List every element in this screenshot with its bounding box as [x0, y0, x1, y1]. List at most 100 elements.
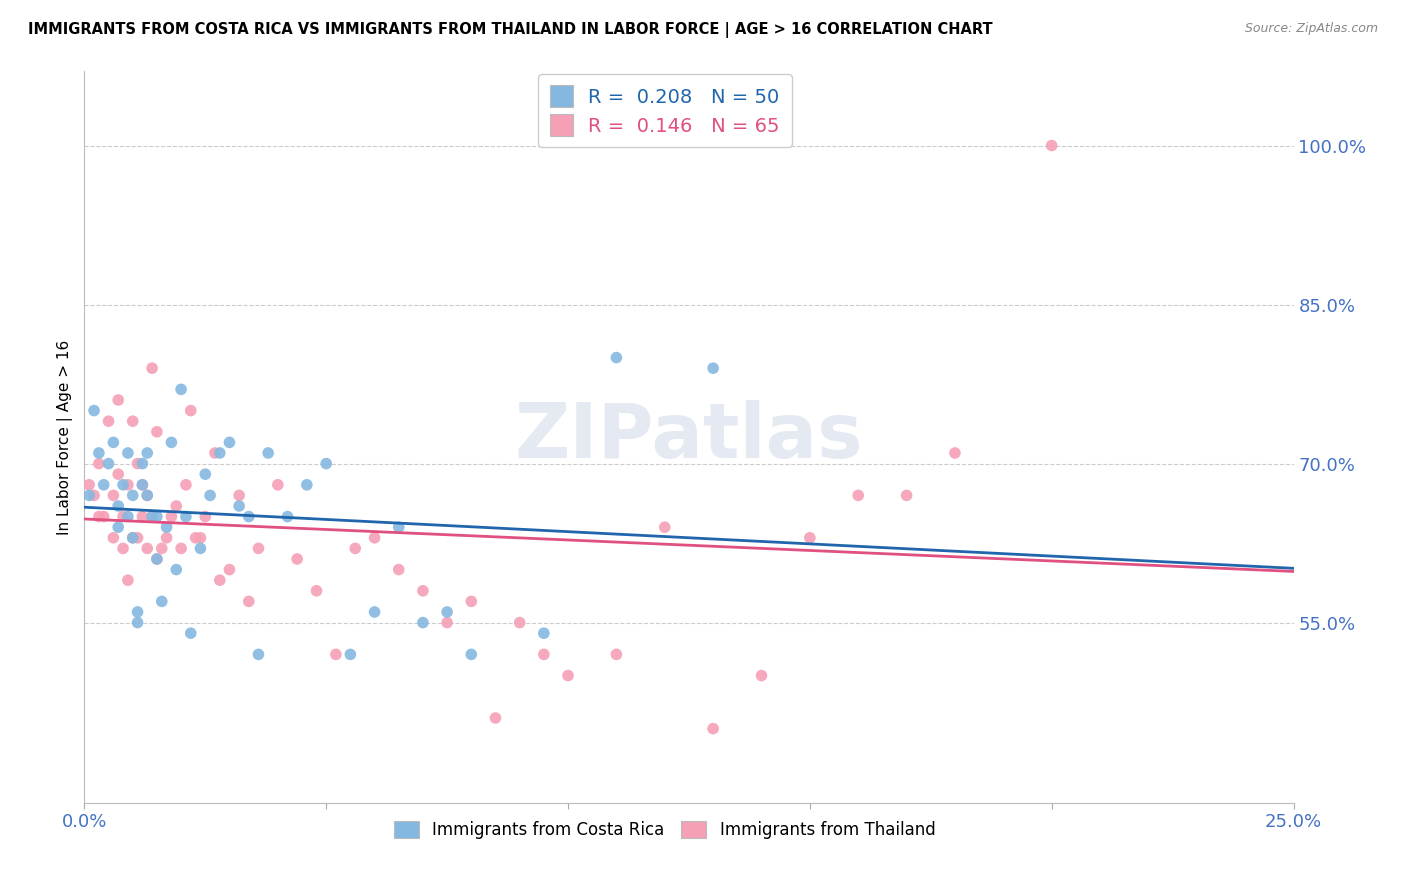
Point — [112, 541, 135, 556]
Text: IMMIGRANTS FROM COSTA RICA VS IMMIGRANTS FROM THAILAND IN LABOR FORCE | AGE > 16: IMMIGRANTS FROM COSTA RICA VS IMMIGRANTS… — [28, 22, 993, 38]
Point — [103, 435, 125, 450]
Point — [146, 509, 169, 524]
Point — [117, 573, 139, 587]
Point — [190, 531, 212, 545]
Point — [112, 509, 135, 524]
Point — [388, 520, 411, 534]
Point — [170, 383, 193, 397]
Point — [238, 594, 260, 608]
Point — [702, 361, 724, 376]
Point — [155, 520, 177, 534]
Point — [228, 499, 250, 513]
Point — [509, 615, 531, 630]
Point — [339, 648, 361, 662]
Point — [150, 541, 173, 556]
Point — [267, 477, 290, 491]
Point — [436, 605, 458, 619]
Point — [121, 531, 143, 545]
Point — [208, 573, 231, 587]
Point — [170, 541, 193, 556]
Point — [533, 626, 555, 640]
Point — [107, 520, 129, 534]
Point — [388, 563, 411, 577]
Point — [107, 499, 129, 513]
Point — [93, 477, 115, 491]
Legend: Immigrants from Costa Rica, Immigrants from Thailand: Immigrants from Costa Rica, Immigrants f… — [388, 814, 942, 846]
Point — [1040, 138, 1063, 153]
Point — [131, 477, 153, 491]
Point — [943, 446, 966, 460]
Point — [77, 488, 100, 502]
Point — [131, 509, 153, 524]
Point — [228, 488, 250, 502]
Point — [146, 552, 169, 566]
Point — [155, 531, 177, 545]
Point — [605, 648, 627, 662]
Point — [136, 446, 159, 460]
Point — [112, 477, 135, 491]
Point — [412, 615, 434, 630]
Point — [87, 509, 110, 524]
Point — [204, 446, 226, 460]
Point — [127, 531, 149, 545]
Point — [117, 477, 139, 491]
Point — [325, 648, 347, 662]
Point — [117, 446, 139, 460]
Point — [180, 626, 202, 640]
Text: ZIPatlas: ZIPatlas — [515, 401, 863, 474]
Point — [484, 711, 506, 725]
Point — [146, 552, 169, 566]
Point — [218, 563, 240, 577]
Point — [180, 403, 202, 417]
Point — [136, 488, 159, 502]
Point — [605, 351, 627, 365]
Point — [344, 541, 367, 556]
Point — [131, 477, 153, 491]
Point — [208, 446, 231, 460]
Point — [363, 531, 385, 545]
Point — [87, 446, 110, 460]
Point — [97, 457, 120, 471]
Point — [87, 457, 110, 471]
Point — [295, 477, 318, 491]
Point — [751, 668, 773, 682]
Point — [190, 541, 212, 556]
Point — [103, 488, 125, 502]
Point — [363, 605, 385, 619]
Point — [83, 403, 105, 417]
Point — [276, 509, 298, 524]
Point — [160, 509, 183, 524]
Point — [103, 531, 125, 545]
Text: Source: ZipAtlas.com: Source: ZipAtlas.com — [1244, 22, 1378, 36]
Point — [127, 615, 149, 630]
Point — [121, 488, 143, 502]
Point — [83, 488, 105, 502]
Point — [141, 509, 163, 524]
Point — [165, 563, 187, 577]
Point — [107, 392, 129, 407]
Point — [654, 520, 676, 534]
Point — [121, 531, 143, 545]
Point — [285, 552, 308, 566]
Point — [533, 648, 555, 662]
Point — [150, 594, 173, 608]
Point — [93, 509, 115, 524]
Point — [136, 488, 159, 502]
Point — [799, 531, 821, 545]
Point — [131, 457, 153, 471]
Y-axis label: In Labor Force | Age > 16: In Labor Force | Age > 16 — [58, 340, 73, 534]
Point — [160, 435, 183, 450]
Point — [198, 488, 221, 502]
Point — [315, 457, 337, 471]
Point — [412, 583, 434, 598]
Point — [184, 531, 207, 545]
Point — [107, 467, 129, 482]
Point — [460, 594, 482, 608]
Point — [557, 668, 579, 682]
Point — [896, 488, 918, 502]
Point — [77, 477, 100, 491]
Point — [146, 425, 169, 439]
Point — [141, 361, 163, 376]
Point — [117, 509, 139, 524]
Point — [218, 435, 240, 450]
